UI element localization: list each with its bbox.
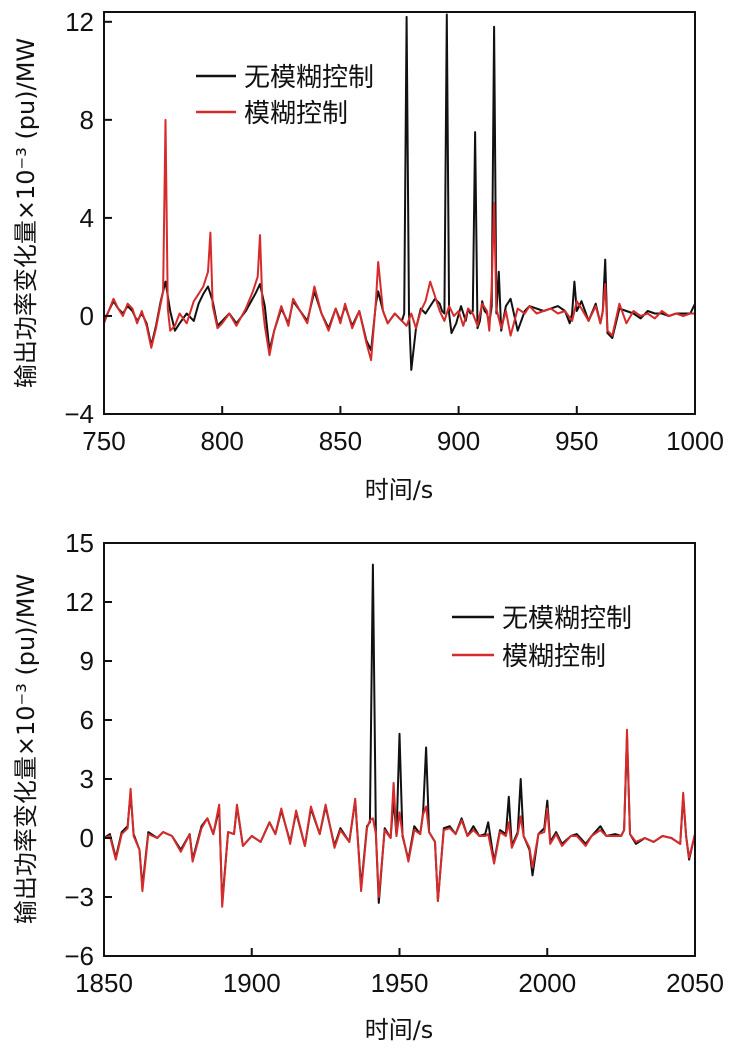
chart-top-frame bbox=[103, 11, 696, 415]
chart-top-ticks: 750 800 850 900 950 1000 −4 0 4 8 12 bbox=[64, 7, 724, 456]
x-tick-label: 2050 bbox=[666, 968, 724, 998]
y-tick-label: 6 bbox=[80, 705, 94, 735]
chart-bottom-xlabel: 时间/s bbox=[365, 1016, 434, 1044]
x-tick-label: 1000 bbox=[666, 426, 724, 456]
chart-bottom-ylabel: 输出功率变化量×10⁻³ (pu)/MW bbox=[12, 574, 40, 924]
x-tick-label: 850 bbox=[319, 426, 362, 456]
x-tick-label: 800 bbox=[201, 426, 244, 456]
x-tick-label: 1900 bbox=[223, 968, 281, 998]
x-tick-label: 750 bbox=[82, 426, 125, 456]
chart-top-plot-area bbox=[104, 13, 695, 371]
chart-bottom-legend: 无模糊控制 模糊控制 bbox=[452, 604, 632, 672]
x-tick-label: 900 bbox=[437, 426, 480, 456]
x-tick-label: 1850 bbox=[75, 968, 133, 998]
y-tick-label: −4 bbox=[64, 399, 94, 429]
chart-top: 750 800 850 900 950 1000 −4 0 4 8 12 无模糊控制 模糊控制 时间… bbox=[12, 7, 724, 504]
chart-bottom: 1850 1900 1950 2000 2050 −6 −3 0 3 6 9 12 15 无模糊控制 模… bbox=[12, 528, 724, 1044]
y-tick-label: 0 bbox=[80, 301, 94, 331]
y-tick-label: 0 bbox=[80, 823, 94, 853]
legend-label-fuzzy: 模糊控制 bbox=[244, 99, 348, 129]
legend-label-fuzzy: 模糊控制 bbox=[502, 642, 606, 672]
chart-bottom-plot-area bbox=[104, 563, 695, 908]
y-tick-label: −3 bbox=[64, 882, 94, 912]
y-tick-label: 4 bbox=[80, 203, 94, 233]
series-line-no-fuzzy bbox=[104, 13, 695, 371]
series-line-fuzzy bbox=[104, 728, 695, 908]
y-tick-label: 3 bbox=[80, 764, 94, 794]
series-line-fuzzy bbox=[104, 118, 695, 362]
y-tick-label: 9 bbox=[80, 646, 94, 676]
chart-top-ylabel: 输出功率变化量×10⁻³ (pu)/MW bbox=[12, 38, 40, 388]
legend-label-no-fuzzy: 无模糊控制 bbox=[244, 63, 374, 93]
y-tick-label: 12 bbox=[65, 587, 94, 617]
x-tick-label: 2000 bbox=[518, 968, 576, 998]
y-tick-label: 12 bbox=[65, 7, 94, 37]
chart-top-legend: 无模糊控制 模糊控制 bbox=[196, 63, 374, 129]
x-tick-label: 1950 bbox=[371, 968, 429, 998]
legend-label-no-fuzzy: 无模糊控制 bbox=[502, 604, 632, 634]
y-tick-label: 15 bbox=[65, 528, 94, 558]
y-tick-label: 8 bbox=[80, 105, 94, 135]
x-tick-label: 950 bbox=[555, 426, 598, 456]
chart-top-xlabel: 时间/s bbox=[365, 476, 434, 504]
chart-bottom-ticks: 1850 1900 1950 2000 2050 −6 −3 0 3 6 9 12 15 bbox=[64, 528, 724, 998]
y-tick-label: −6 bbox=[64, 941, 94, 971]
